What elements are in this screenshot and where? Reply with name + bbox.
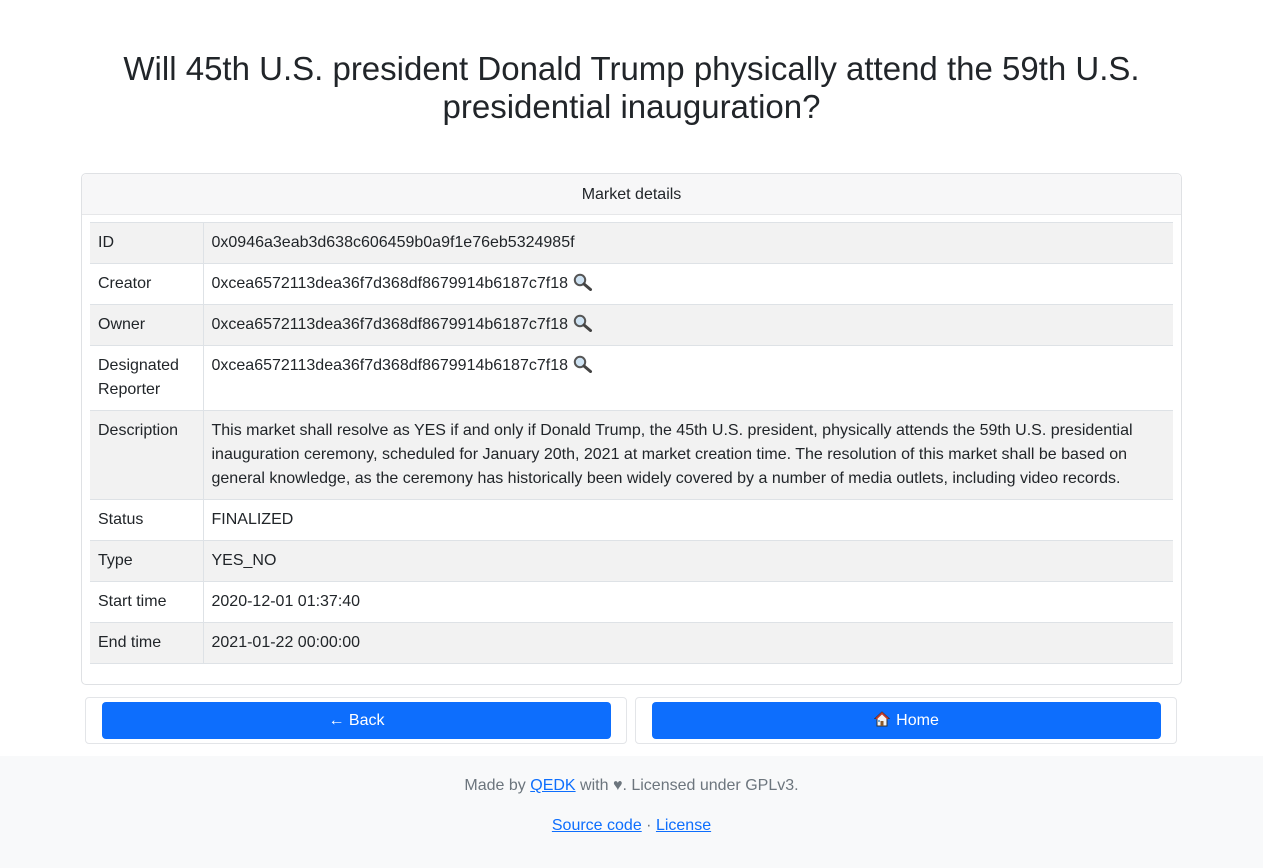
home-button-container: Home <box>635 697 1177 744</box>
table-row: ID 0x0946a3eab3d638c606459b0a9f1e76eb5324… <box>90 222 1173 264</box>
footer-links: Source code · License <box>0 816 1263 836</box>
row-value-text: This market shall resolve as YES if and … <box>211 422 1133 487</box>
table-row: Designated Reporter 0xcea6572113dea36f7d3… <box>90 345 1173 411</box>
table-row: Creator 0xcea6572113dea36f7d368df8679914b… <box>90 263 1173 305</box>
row-value: 0xcea6572113dea36f7d368df8679914b6187c7f… <box>203 345 1173 411</box>
table-row: Status FINALIZED <box>90 499 1173 541</box>
row-key: ID <box>90 222 204 264</box>
row-value-text: 2020-12-01 01:37:40 <box>211 593 361 610</box>
row-key: Start time <box>90 581 204 623</box>
row-key: Designated Reporter <box>90 345 204 411</box>
author-link[interactable]: QEDK <box>530 777 576 794</box>
home-button[interactable]: Home <box>652 702 1161 739</box>
card-header: Market details <box>82 174 1181 215</box>
row-value: 0xcea6572113dea36f7d368df8679914b6187c7f… <box>203 304 1173 346</box>
market-details-table: ID 0x0946a3eab3d638c606459b0a9f1e76eb5324… <box>90 222 1173 664</box>
row-key: Status <box>90 499 204 541</box>
table-row: Start time 2020-12-01 01:37:40 <box>90 581 1173 623</box>
footer-license-text: with ♥. Licensed under GPLv3. <box>580 777 799 794</box>
footer-separator: · <box>646 817 652 834</box>
magnifying-glass-icon[interactable] <box>572 273 594 291</box>
source-code-link[interactable]: Source code <box>551 817 642 834</box>
house-icon <box>874 711 891 727</box>
row-value-text: 0xcea6572113dea36f7d368df8679914b6187c7f… <box>211 316 569 333</box>
row-key: Type <box>90 540 204 582</box>
row-value: 0x0946a3eab3d638c606459b0a9f1e76eb532498… <box>203 222 1173 264</box>
row-value-text: 0x0946a3eab3d638c606459b0a9f1e76eb532498… <box>211 234 575 251</box>
footer: Made by QEDK with ♥. Licensed under GPLv… <box>0 756 1263 868</box>
market-details-card: Market details ID 0x0946a3eab3d638c606459… <box>81 173 1182 685</box>
back-button-container: ← Back <box>85 697 627 744</box>
row-key: Creator <box>90 263 204 305</box>
row-value-text: 2021-01-22 00:00:00 <box>211 634 361 651</box>
row-value-text: YES_NO <box>211 552 277 569</box>
row-value: This market shall resolve as YES if and … <box>203 410 1173 500</box>
table-row: Type YES_NO <box>90 540 1173 582</box>
row-value: 2020-12-01 01:37:40 <box>203 581 1173 623</box>
footer-made-by: Made by <box>464 777 526 794</box>
row-key: Owner <box>90 304 204 346</box>
row-value-text: FINALIZED <box>211 511 294 528</box>
page-title: Will 45th U.S. president Donald Trump ph… <box>123 50 1140 125</box>
row-key: End time <box>90 622 204 664</box>
back-button[interactable]: ← Back <box>102 702 611 739</box>
row-value: 0xcea6572113dea36f7d368df8679914b6187c7f… <box>203 263 1173 305</box>
footer-credit: Made by QEDK with ♥. Licensed under GPLv… <box>0 776 1263 796</box>
row-value-text: 0xcea6572113dea36f7d368df8679914b6187c7f… <box>211 357 569 374</box>
table-row: End time 2021-01-22 00:00:00 <box>90 622 1173 664</box>
magnifying-glass-icon[interactable] <box>572 355 594 373</box>
row-key: Description <box>90 410 204 500</box>
row-value-text: 0xcea6572113dea36f7d368df8679914b6187c7f… <box>211 275 569 292</box>
home-button-label: Home <box>896 712 939 729</box>
row-value: YES_NO <box>203 540 1173 582</box>
row-value: 2021-01-22 00:00:00 <box>203 622 1173 664</box>
license-link[interactable]: License <box>655 817 712 834</box>
row-value: FINALIZED <box>203 499 1173 541</box>
table-row: Description This market shall resolve as … <box>90 410 1173 500</box>
table-row: Owner 0xcea6572113dea36f7d368df8679914b61… <box>90 304 1173 346</box>
magnifying-glass-icon[interactable] <box>572 314 594 332</box>
